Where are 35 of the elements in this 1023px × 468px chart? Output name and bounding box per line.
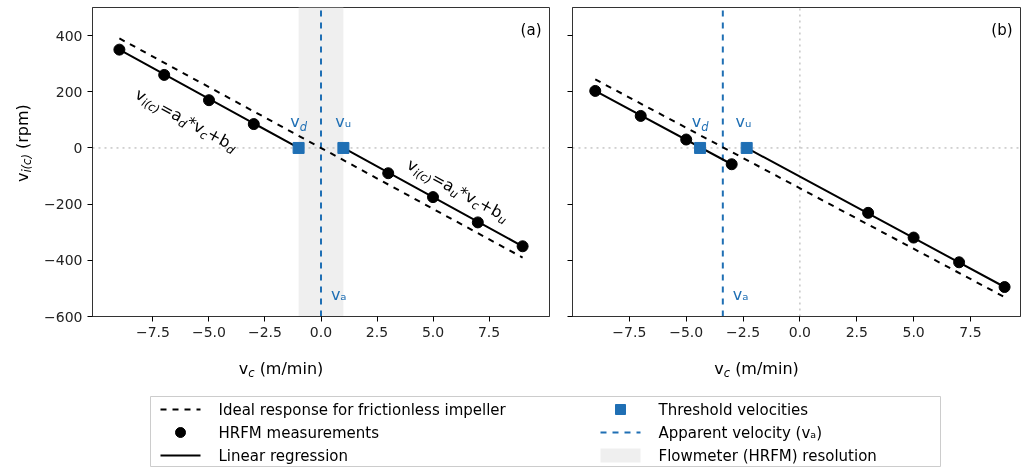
legend-label: Apparent velocity (vₐ) (658, 423, 823, 442)
legend-label: Linear regression (218, 446, 349, 465)
x-tick-label: −2.5 (248, 323, 282, 340)
x-tick-label: 2.5 (845, 323, 868, 340)
legend-label: Flowmeter (HRFM) resolution (658, 446, 877, 465)
annotation: vᵤ (335, 112, 352, 132)
y-tick-label: 0 (73, 139, 83, 156)
y-tick-label: 400 (55, 27, 83, 44)
x-tick-label: 0.0 (309, 323, 333, 340)
y-axis-title: vi(c) (rpm) (13, 104, 35, 183)
y-tick-label: 200 (55, 83, 83, 100)
annotation: vi(c)=ad*vc+bd (131, 84, 238, 158)
x-tick-label: −7.5 (612, 323, 647, 340)
x-tick-label: −5.0 (191, 323, 226, 340)
y-tick-label: −200 (44, 196, 83, 213)
legend-label: Ideal response for frictionless impeller (218, 400, 507, 419)
x-tick-label: 0.0 (788, 323, 812, 340)
annotation: (a) (520, 20, 542, 39)
annotation: vᵤ (735, 112, 752, 132)
x-tick-label: 2.5 (365, 323, 389, 340)
annotation: (b) (991, 20, 1013, 39)
x-tick-label: 5.0 (421, 323, 445, 340)
y-tick-label: −600 (44, 308, 83, 325)
y-tick-label: −400 (44, 252, 83, 269)
x-tick-label: 7.5 (959, 323, 982, 340)
legend-label: Threshold velocities (657, 400, 809, 419)
x-tick-label: −7.5 (135, 323, 170, 340)
annotation: vₐ (330, 285, 347, 304)
x-tick-label: −2.5 (726, 323, 761, 340)
annotation: vi(c)=au*vc+bu (403, 154, 509, 228)
annotation: vₐ (732, 285, 749, 304)
x-tick-label: 5.0 (902, 323, 925, 340)
x-tick-label: 7.5 (477, 323, 501, 340)
x-tick-label: −5.0 (669, 323, 704, 340)
legend-label: HRFM measurements (218, 423, 380, 442)
